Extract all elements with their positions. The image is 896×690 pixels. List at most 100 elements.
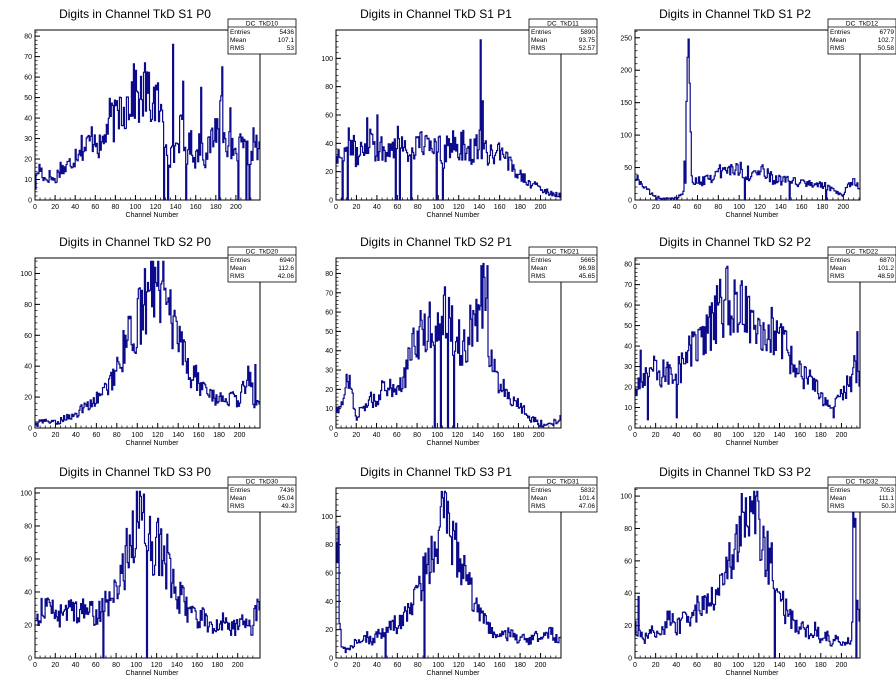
y-axis: 0 10 20 30 40 50 60 70 80 <box>325 257 341 433</box>
stats-value-rms: 49.3 <box>281 503 294 510</box>
stats-label-entries: Entries <box>230 257 251 264</box>
x-tick-label: 20 <box>352 432 360 439</box>
y-tick-label: 30 <box>624 364 632 371</box>
stats-value-mean: 102.7 <box>878 37 895 44</box>
x-tick-label: 100 <box>432 432 444 439</box>
x-tick-label: 40 <box>373 662 381 669</box>
x-tick-label: 60 <box>393 662 401 669</box>
y-tick-label: 0 <box>628 656 632 663</box>
y-tick-label: 60 <box>325 310 333 317</box>
histogram-panel: Digits in Channel TkD S2 P10 20 40 60 80 100 1… <box>325 235 598 447</box>
y-tick-label: 60 <box>624 303 632 310</box>
stats-name: DC_TkD12 <box>846 21 879 28</box>
x-tick-label: 160 <box>794 432 806 439</box>
x-tick-label: 20 <box>52 432 60 439</box>
stats-box-frame <box>227 246 297 283</box>
x-tick-label: 200 <box>836 432 848 439</box>
x-tick-label: 160 <box>191 662 203 669</box>
plot-frame <box>335 29 562 201</box>
x-tick-label: 20 <box>652 662 660 669</box>
x-tick-label: 140 <box>171 662 183 669</box>
y-tick-label: 10 <box>624 405 632 412</box>
x-tick-label: 140 <box>775 204 787 211</box>
stats-label-entries: Entries <box>230 29 251 36</box>
plot-frame <box>634 257 861 429</box>
y-tick-label: 100 <box>620 133 632 140</box>
chart-title: Digits in Channel TkD S1 P0 <box>59 7 211 21</box>
y-tick-label: 60 <box>24 333 32 340</box>
histogram-line <box>635 38 860 201</box>
x-tick-label: 180 <box>815 432 827 439</box>
x-tick-label: 40 <box>72 662 80 669</box>
histogram-line <box>635 490 860 659</box>
stats-name: DC_TkD11 <box>547 21 579 28</box>
x-tick-label: 0 <box>33 432 37 439</box>
y-tick-label: 40 <box>24 116 32 123</box>
histogram-panel: Digits in Channel TkD S3 P1 0 20 40 60 80 100 1… <box>321 465 598 677</box>
stats-label-rms: RMS <box>830 45 845 52</box>
x-tick-label: 0 <box>334 662 338 669</box>
x-tick-label: 20 <box>652 432 660 439</box>
stats-value-entries: 7436 <box>280 487 295 494</box>
y-tick-label: 100 <box>620 494 632 501</box>
x-tick-label: 80 <box>113 432 121 439</box>
x-tick-label: 100 <box>432 204 444 211</box>
x-axis-label: Channel Number <box>726 212 780 219</box>
y-tick-label: 80 <box>325 542 333 549</box>
y-tick-label: 40 <box>24 364 32 371</box>
y-tick-label: 80 <box>624 262 632 269</box>
x-tick-label: 40 <box>672 662 680 669</box>
x-tick-label: 40 <box>72 432 80 439</box>
y-tick-label: 0 <box>628 426 632 433</box>
x-tick-label: 180 <box>514 662 526 669</box>
y-tick-label: 200 <box>620 68 632 75</box>
y-tick-label: 80 <box>325 84 333 91</box>
x-tick-label: 140 <box>774 432 786 439</box>
y-axis: 0 20 40 60 80 100 <box>321 487 341 663</box>
x-tick-label: 160 <box>794 662 806 669</box>
stats-label-entries: Entries <box>830 29 851 36</box>
x-tick-label: 140 <box>473 204 485 211</box>
y-tick-label: 60 <box>624 558 632 565</box>
y-tick-label: 20 <box>24 157 32 164</box>
stats-name: DC_TkD21 <box>547 249 580 256</box>
stats-value-entries: 5832 <box>581 487 596 494</box>
x-tick-label: 140 <box>774 662 786 669</box>
x-tick-label: 160 <box>492 432 504 439</box>
stats-label-entries: Entries <box>531 29 552 36</box>
x-axis-label: Channel Number <box>726 440 780 447</box>
y-tick-label: 20 <box>624 623 632 630</box>
y-tick-label: 40 <box>325 348 333 355</box>
x-tick-label: 120 <box>753 432 765 439</box>
histogram-panel: Digits in Channel TkD S2 P0 0 20 40 60 80 100 1… <box>20 235 297 447</box>
stats-value-mean: 95.04 <box>278 495 295 502</box>
y-tick-label: 80 <box>24 34 32 41</box>
x-tick-label: 20 <box>51 662 59 669</box>
x-axis: 0 20 40 60 80 100 120 140 160 180 200 Channel Numbe… <box>33 423 256 447</box>
stats-label-entries: Entries <box>230 487 251 494</box>
y-tick-label: 80 <box>624 526 632 533</box>
x-tick-label: 20 <box>652 204 660 211</box>
x-tick-label: 160 <box>193 432 205 439</box>
histogram-line <box>35 43 260 201</box>
stats-label-entries: Entries <box>531 257 552 264</box>
x-axis-label: Channel Number <box>427 440 481 447</box>
x-axis: 0 20 40 60 80 100 120 140 160 180 200 Channel Numbe… <box>633 195 860 219</box>
stats-box-frame <box>528 246 598 283</box>
x-tick-label: 80 <box>111 204 119 211</box>
stats-value-mean: 111.1 <box>879 495 895 502</box>
stats-value-mean: 96.98 <box>579 265 596 272</box>
x-tick-label: 0 <box>633 432 637 439</box>
chart-title: Digits in Channel TkD S2 P0 <box>59 235 211 249</box>
stats-label-entries: Entries <box>830 257 851 264</box>
stats-label-rms: RMS <box>830 503 845 510</box>
stats-value-rms: 48.59 <box>878 273 895 280</box>
chart-title: Digits in Channel TkD S1 P1 <box>360 7 512 21</box>
y-tick-label: 40 <box>624 344 632 351</box>
stats-box-frame <box>827 18 896 55</box>
y-tick-label: 0 <box>628 198 632 205</box>
x-tick-label: 40 <box>373 204 381 211</box>
y-axis: 0 20 40 60 80 100 <box>20 260 40 433</box>
